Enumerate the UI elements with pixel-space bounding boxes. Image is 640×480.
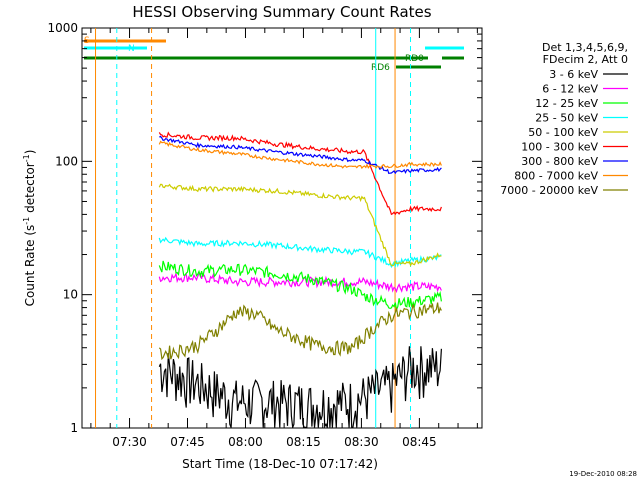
x-tick-label: 07:45: [170, 435, 205, 449]
series-line-3: [158, 260, 442, 312]
legend-label-4: 25 - 50 keV: [535, 112, 598, 125]
mode-bars: S N RD0 RD6: [84, 36, 464, 73]
series-line-5: [158, 183, 442, 267]
y-axis-label: Count Rate (s-1 detector-1): [22, 150, 37, 307]
y-axis-ticks: 1 10 100 1000: [47, 21, 482, 435]
night-label: N: [128, 44, 135, 54]
x-axis-ticks: 07:30 07:45 08:00 08:15 08:30 08:45: [90, 28, 478, 449]
legend-title-1: Det 1,3,4,5,6,9,: [542, 41, 628, 54]
x-tick-label: 08:30: [344, 435, 379, 449]
legend-label-8: 800 - 7000 keV: [514, 170, 598, 183]
x-tick-label: 08:00: [228, 435, 263, 449]
legend-label-5: 50 - 100 keV: [528, 126, 598, 139]
x-tick-label: 07:30: [112, 435, 147, 449]
timestamp-stamp: 19-Dec-2010 08:28: [569, 470, 637, 478]
y-tick-label: 1: [70, 421, 78, 435]
rd0-label: RD0: [405, 54, 424, 64]
y-tick-label: 1000: [47, 21, 78, 35]
legend-label-3: 12 - 25 keV: [535, 97, 598, 110]
series-layer: [158, 131, 442, 429]
series-line-1: [158, 346, 442, 429]
series-line-2: [158, 271, 442, 294]
y-tick-label: 10: [63, 288, 78, 302]
rd6-label: RD6: [371, 63, 390, 73]
legend-label-9: 7000 - 20000 keV: [500, 184, 598, 197]
y-tick-label: 100: [55, 154, 78, 168]
x-tick-label: 08:45: [402, 435, 437, 449]
legend-label-1: 3 - 6 keV: [549, 68, 598, 81]
series-line-9: [158, 302, 442, 361]
chart-title: HESSI Observing Summary Count Rates: [132, 3, 431, 21]
series-line-6: [158, 131, 442, 216]
legend-label-7: 300 - 800 keV: [521, 155, 598, 168]
x-tick-label: 08:15: [286, 435, 321, 449]
x-axis-label: Start Time (18-Dec-10 07:17:42): [182, 457, 378, 471]
legend-label-6: 100 - 300 keV: [521, 141, 598, 154]
legend-label-2: 6 - 12 keV: [542, 83, 598, 96]
legend: Det 1,3,4,5,6,9, FDecim 2, Att 0 3 - 6 k…: [500, 41, 628, 197]
plot-frame: [81, 27, 483, 429]
series-line-8: [158, 140, 442, 170]
legend-title-2: FDecim 2, Att 0: [543, 53, 628, 66]
series-line-7: [159, 135, 442, 175]
